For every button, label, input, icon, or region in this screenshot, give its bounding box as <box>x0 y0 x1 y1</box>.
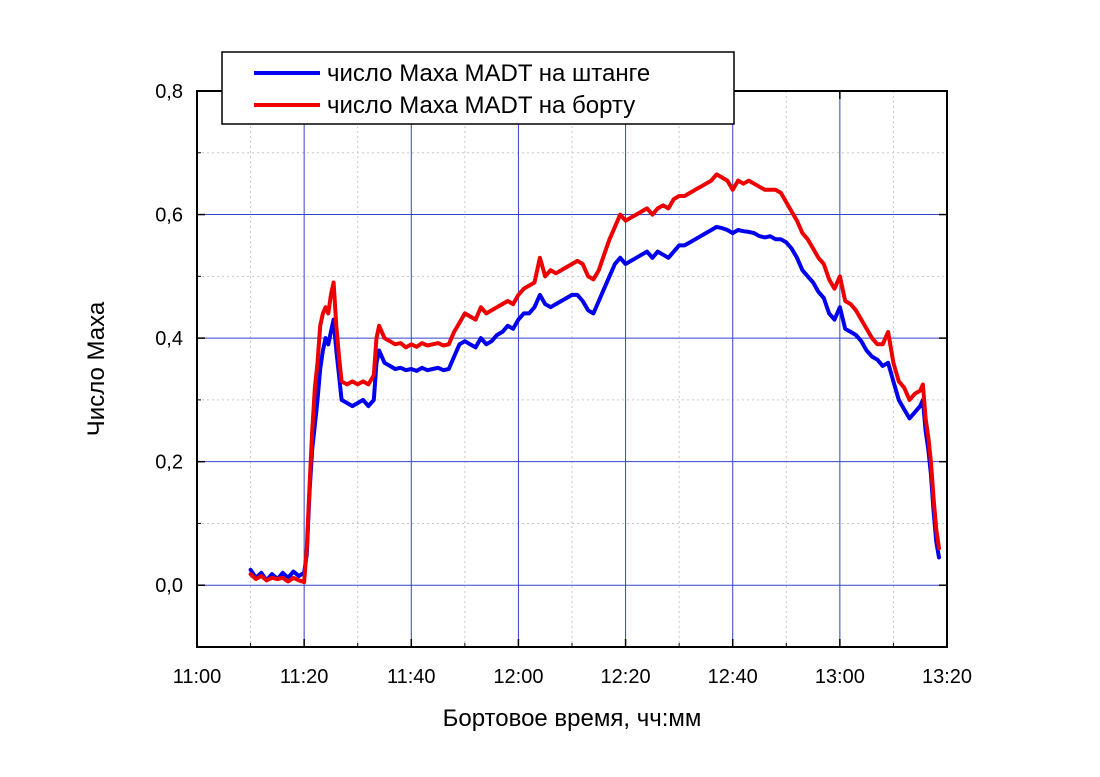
x-tick-label: 11:40 <box>387 666 436 688</box>
series-line-1 <box>248 224 941 583</box>
series-layer <box>248 172 941 585</box>
y-tick-label: 0,6 <box>155 205 183 227</box>
x-tick-label: 12:20 <box>601 666 651 688</box>
x-tick-label: 12:00 <box>493 666 543 688</box>
legend-label-1: число Маха MADT на штанге <box>327 60 650 87</box>
y-tick-label: 0,4 <box>155 328 183 350</box>
plot-frame <box>196 90 948 648</box>
x-axis-title: Бортовое время, чч:мм <box>443 705 702 732</box>
x-tick-label: 12:40 <box>708 666 758 688</box>
legend-label-2: число Маха MADT на борту <box>327 92 635 119</box>
x-tick-label: 11:20 <box>280 666 329 688</box>
x-tick-label: 13:20 <box>922 666 972 688</box>
legend-box <box>221 51 735 125</box>
axis-ticks: 11:00 11:20 11:40 12:00 12:20 12:40 13:00 13:20… <box>155 81 972 688</box>
series-line-2 <box>248 172 941 585</box>
x-tick-label: 11:00 <box>173 666 222 688</box>
x-tick-label: 13:00 <box>815 666 865 688</box>
grid <box>197 91 947 648</box>
y-tick-label: 0,2 <box>155 452 183 474</box>
y-tick-label: 0,0 <box>155 575 183 597</box>
legend: число Маха MADT на штанге число Маха MADT… <box>221 51 735 125</box>
y-tick-label: 0,8 <box>155 81 183 103</box>
y-axis-title: Число Маха <box>83 301 110 436</box>
